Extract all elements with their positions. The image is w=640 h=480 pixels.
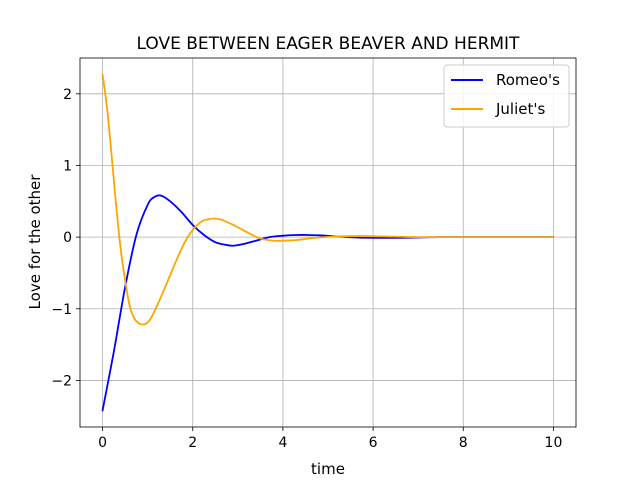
series-lines [101,73,555,412]
y-tick-label: −2 [51,373,72,389]
y-tick-label: −1 [51,302,72,318]
x-tick-label: 0 [98,435,107,451]
legend: Romeo's Juliet's [443,64,570,128]
series-line-romeo [101,194,555,412]
legend-label-juliet: Juliet's [495,100,545,118]
y-tick-label: 1 [63,158,72,174]
y-tick-label: 0 [63,230,72,246]
legend-label-romeo: Romeo's [496,71,560,89]
y-tick-label: 2 [63,87,72,103]
series-line-juliet [101,73,555,326]
chart-title: LOVE BETWEEN EAGER BEAVER AND HERMIT [137,34,521,54]
x-tick-label: 6 [369,435,378,451]
axis-ticks: 0 2 4 6 8 10 −2 −1 0 1 2 [51,87,562,451]
x-tick-label: 2 [188,435,197,451]
x-tick-label: 10 [545,435,563,451]
y-axis-label: Love for the other [26,174,44,310]
x-tick-label: 8 [459,435,468,451]
x-axis-label: time [311,460,345,478]
plot-frame [79,57,577,428]
x-tick-label: 4 [278,435,287,451]
